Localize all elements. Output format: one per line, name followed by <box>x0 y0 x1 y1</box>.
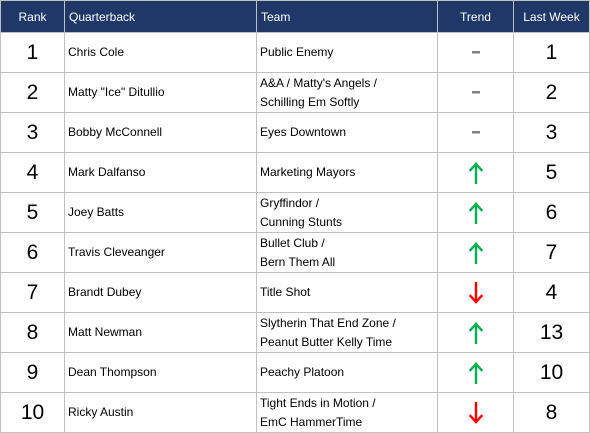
team-cell: Bullet Club / Bern Them All <box>256 232 438 273</box>
header-quarterback: Quarterback <box>64 0 257 33</box>
team-name-line: Public Enemy <box>260 45 334 59</box>
rank-cell: 3 <box>0 112 65 153</box>
quarterback-cell: Chris Cole <box>64 32 257 73</box>
trend-down-arrow-icon <box>468 281 483 304</box>
team-name-line: Tight Ends in Motion / <box>260 395 376 410</box>
table-row: 3 Bobby McConnell Eyes Downtown 3 <box>0 112 590 153</box>
trend-up-arrow-icon <box>468 161 483 184</box>
team-name-line: Gryffindor / <box>260 195 320 210</box>
team-name-line: Cunning Stunts <box>260 214 343 229</box>
trend-cell <box>437 392 514 433</box>
header-last-week: Last Week <box>513 0 590 33</box>
team-name-line: Eyes Downtown <box>260 125 347 139</box>
team-cell: Eyes Downtown <box>256 112 438 153</box>
team-name-line: Title Shot <box>260 285 311 299</box>
team-name-line: Peanut Butter Kelly Time <box>260 334 393 349</box>
quarterback-cell: Matty "Ice" Ditullio <box>64 72 257 113</box>
table-row: 5 Joey Batts Gryffindor / Cunning Stunts 6 <box>0 192 590 233</box>
rank-cell: 5 <box>0 192 65 233</box>
trend-same-icon <box>471 91 480 94</box>
quarterback-cell: Travis Cleveanger <box>64 232 257 273</box>
rank-cell: 2 <box>0 72 65 113</box>
team-cell: A&A / Matty's Angels / Schilling Em Softl… <box>256 72 438 113</box>
team-name-line: Bern Them All <box>260 254 336 269</box>
table-row: 9 Dean Thompson Peachy Platoon 10 <box>0 352 590 393</box>
table-row: 6 Travis Cleveanger Bullet Club / Bern Them… <box>0 232 590 273</box>
team-cell: Slytherin That End Zone / Peanut Butter K… <box>256 312 438 353</box>
team-name-line: Bullet Club / <box>260 235 325 250</box>
header-trend: Trend <box>437 0 514 33</box>
trend-down-arrow-icon <box>468 401 483 424</box>
quarterback-cell: Bobby McConnell <box>64 112 257 153</box>
table-row: 10 Ricky Austin Tight Ends in Motion / EmC … <box>0 392 590 433</box>
header-row: Rank Quarterback Team Trend Last Week <box>0 0 590 33</box>
header-rank: Rank <box>0 0 65 33</box>
team-cell: Marketing Mayors <box>256 152 438 193</box>
table-row: 7 Brandt Dubey Title Shot 4 <box>0 272 590 313</box>
trend-up-arrow-icon <box>468 241 483 264</box>
quarterback-cell: Ricky Austin <box>64 392 257 433</box>
trend-cell <box>437 72 514 113</box>
last-week-cell: 6 <box>513 192 590 233</box>
last-week-cell: 2 <box>513 72 590 113</box>
trend-up-arrow-icon <box>468 321 483 344</box>
table-row: 8 Matt Newman Slytherin That End Zone / Pea… <box>0 312 590 353</box>
rank-cell: 7 <box>0 272 65 313</box>
trend-cell <box>437 272 514 313</box>
quarterback-cell: Brandt Dubey <box>64 272 257 313</box>
last-week-cell: 1 <box>513 32 590 73</box>
rank-cell: 8 <box>0 312 65 353</box>
table-row: 2 Matty "Ice" Ditullio A&A / Matty's Angel… <box>0 72 590 113</box>
trend-cell <box>437 312 514 353</box>
last-week-cell: 10 <box>513 352 590 393</box>
team-cell: Public Enemy <box>256 32 438 73</box>
team-cell: Title Shot <box>256 272 438 313</box>
rank-cell: 10 <box>0 392 65 433</box>
table-body: 1 Chris Cole Public Enemy 1 2 Matty "Ice" Dit… <box>0 32 590 433</box>
quarterback-cell: Mark Dalfanso <box>64 152 257 193</box>
last-week-cell: 3 <box>513 112 590 153</box>
rank-cell: 1 <box>0 32 65 73</box>
trend-cell <box>437 112 514 153</box>
team-name-line: Peachy Platoon <box>260 365 345 379</box>
last-week-cell: 5 <box>513 152 590 193</box>
trend-cell <box>437 32 514 73</box>
rank-cell: 6 <box>0 232 65 273</box>
table-row: 1 Chris Cole Public Enemy 1 <box>0 32 590 73</box>
team-cell: Tight Ends in Motion / EmC HammerTime <box>256 392 438 433</box>
last-week-cell: 13 <box>513 312 590 353</box>
trend-cell <box>437 192 514 233</box>
team-name-line: Schilling Em Softly <box>260 94 360 109</box>
last-week-cell: 4 <box>513 272 590 313</box>
last-week-cell: 7 <box>513 232 590 273</box>
rank-cell: 9 <box>0 352 65 393</box>
trend-cell <box>437 152 514 193</box>
team-cell: Peachy Platoon <box>256 352 438 393</box>
team-name-line: A&A / Matty's Angels / <box>260 75 378 90</box>
trend-same-icon <box>471 131 480 134</box>
trend-same-icon <box>471 51 480 54</box>
header-team: Team <box>256 0 438 33</box>
trend-up-arrow-icon <box>468 201 483 224</box>
quarterback-cell: Matt Newman <box>64 312 257 353</box>
team-name-line: Slytherin That End Zone / <box>260 315 396 330</box>
trend-up-arrow-icon <box>468 361 483 384</box>
rank-cell: 4 <box>0 152 65 193</box>
trend-cell <box>437 352 514 393</box>
table-row: 4 Mark Dalfanso Marketing Mayors 5 <box>0 152 590 193</box>
team-cell: Gryffindor / Cunning Stunts <box>256 192 438 233</box>
team-name-line: EmC HammerTime <box>260 414 363 429</box>
trend-cell <box>437 232 514 273</box>
team-name-line: Marketing Mayors <box>260 165 356 179</box>
quarterback-cell: Dean Thompson <box>64 352 257 393</box>
last-week-cell: 8 <box>513 392 590 433</box>
quarterback-cell: Joey Batts <box>64 192 257 233</box>
